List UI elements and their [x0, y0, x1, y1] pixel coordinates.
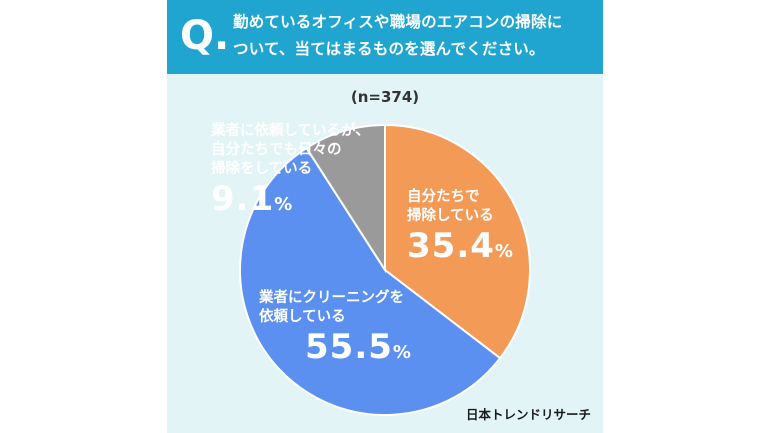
pie-slice-hire-and-self [305, 123, 386, 274]
source-credit: 日本トレンドリサーチ [465, 407, 591, 422]
slice-value-hire-and-self: 9.1% [211, 179, 294, 219]
slice-label-hire-cleaning-line2: 依頼している [259, 309, 346, 325]
question-header: Q. 勤めているオフィスや職場のエアコンの掃除に ついて、当てはまるものを選んで… [167, 0, 603, 74]
slice-label-hire-and-self-line1: 業者に依頼しているが、 [211, 123, 370, 139]
pie-slice-self-clean [384, 123, 531, 360]
slice-label-self-clean-line2: 掃除している [407, 208, 494, 224]
slice-label-hire-and-self-line2: 自分たちでも日々の [211, 142, 342, 158]
slice-value-self-clean: 35.4% [407, 226, 514, 266]
sample-size: (n=374) [350, 88, 420, 106]
question-line-1: 勤めているオフィスや職場のエアコンの掃除に [233, 13, 563, 31]
slice-label-hire-and-self: 業者に依頼しているが、 自分たちでも日々の 掃除をしている 9.1% [211, 122, 370, 225]
slice-label-hire-and-self-line3: 掃除をしている [211, 161, 313, 177]
question-text: 勤めているオフィスや職場のエアコンの掃除に ついて、当てはまるものを選んでくださ… [233, 9, 595, 63]
pie-chart [239, 123, 531, 416]
slice-label-hire-cleaning: 業者にクリーニングを 依頼している 55.5% [259, 289, 412, 373]
survey-card: Q. 勤めているオフィスや職場のエアコンの掃除に ついて、当てはまるものを選んで… [167, 0, 603, 433]
slice-value-hire-cleaning: 55.5% [305, 327, 412, 367]
question-mark: Q. [180, 13, 230, 59]
slice-label-hire-cleaning-line1: 業者にクリーニングを [259, 290, 404, 306]
pie-slice-hire-cleaning [239, 146, 502, 416]
slice-label-self-clean: 自分たちで 掃除している 35.4% [407, 188, 514, 272]
question-line-2: ついて、当てはまるものを選んでください。 [233, 40, 545, 58]
slice-label-self-clean-line1: 自分たちで [407, 189, 480, 205]
